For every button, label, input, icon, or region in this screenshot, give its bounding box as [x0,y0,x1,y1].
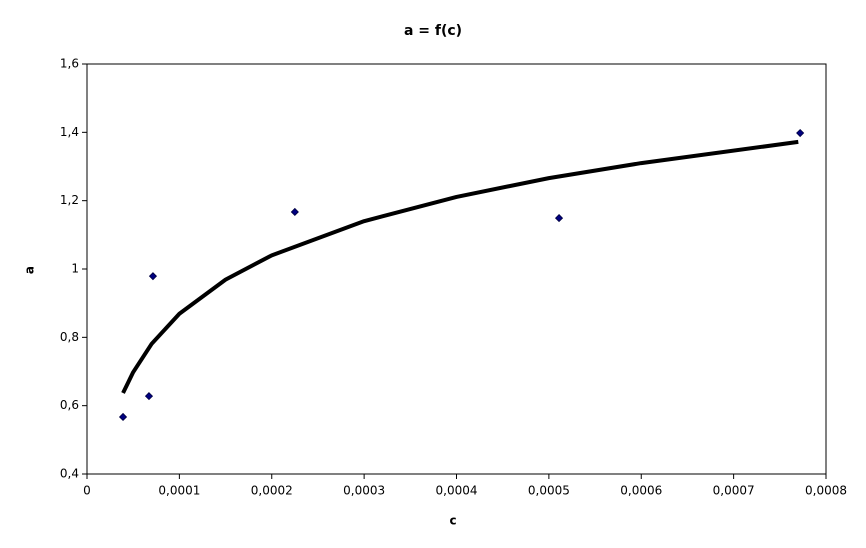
y-tick-label: 0,8 [60,330,79,344]
data-point [796,128,805,138]
x-tick-label: 0,0005 [528,484,570,498]
y-tick-label: 1,2 [60,193,79,207]
data-point [148,272,158,281]
data-point [118,412,128,422]
data-point [290,207,299,217]
y-tick-label: 0,6 [60,398,79,412]
x-tick-label: 0,0008 [805,484,847,498]
x-tick-label: 0,0001 [158,484,200,498]
x-tick-label: 0,0003 [343,484,385,498]
trendline [121,139,799,394]
x-tick-label: 0,0002 [251,484,293,498]
plot-area [86,63,827,475]
chart-title: a = f(c) [404,23,462,39]
x-tick-label: 0,0006 [620,484,662,498]
data-point [554,214,564,223]
y-tick-label: 1,6 [60,57,79,71]
x-axis-title: c [449,514,456,528]
x-tick-label: 0 [83,484,91,498]
data-point [144,392,154,401]
x-tick-label: 0,0004 [436,484,478,498]
y-tick-label: 1 [71,262,79,276]
y-tick-label: 0,4 [60,467,79,481]
y-axis-title: a [23,266,37,274]
y-tick-label: 1,4 [60,125,79,139]
x-tick-label: 0,0007 [713,484,755,498]
